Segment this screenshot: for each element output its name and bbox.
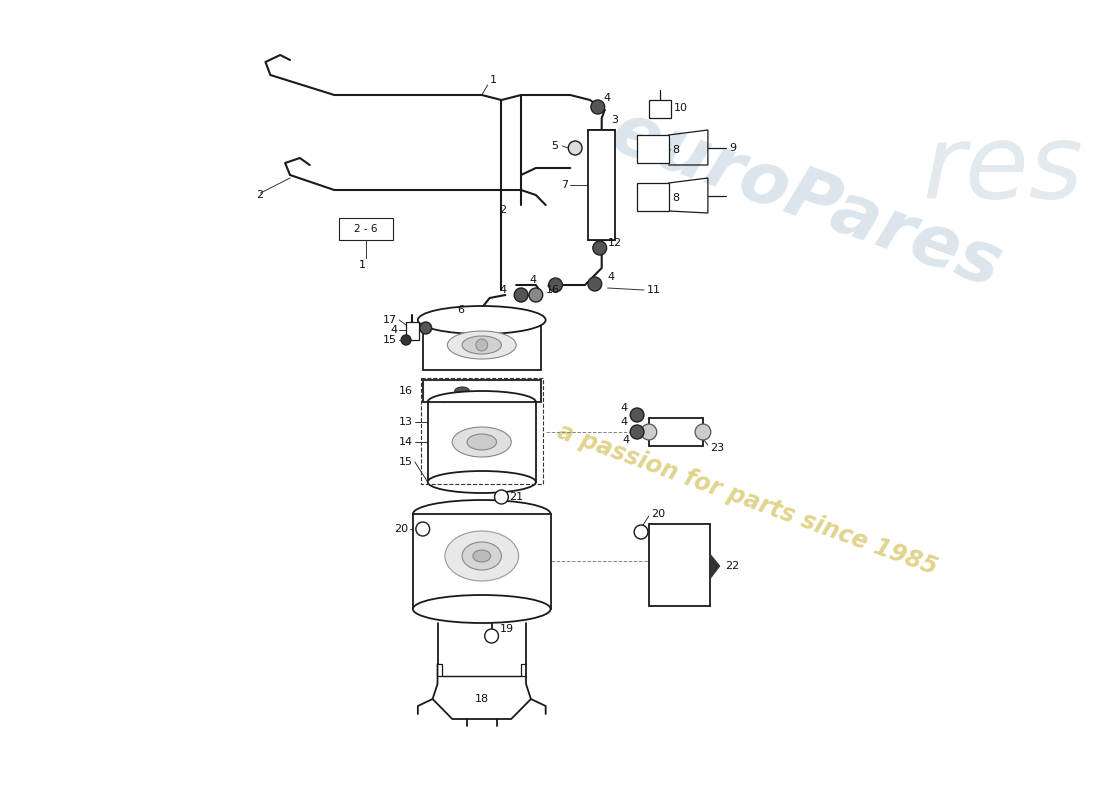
- Ellipse shape: [473, 550, 491, 562]
- Text: 2: 2: [499, 205, 507, 215]
- Text: 4: 4: [607, 272, 615, 282]
- Bar: [428, 402, 536, 482]
- Ellipse shape: [428, 391, 536, 413]
- Circle shape: [593, 241, 606, 255]
- Text: 4: 4: [390, 325, 397, 335]
- Ellipse shape: [462, 336, 502, 354]
- Text: a passion for parts since 1985: a passion for parts since 1985: [554, 420, 940, 580]
- Text: 8: 8: [672, 145, 680, 155]
- Ellipse shape: [454, 387, 470, 395]
- Ellipse shape: [476, 339, 487, 351]
- Ellipse shape: [444, 531, 518, 581]
- Text: 9: 9: [729, 143, 737, 153]
- Bar: [649, 524, 710, 606]
- Circle shape: [495, 490, 508, 504]
- Bar: [649, 100, 671, 118]
- Text: 19: 19: [499, 624, 514, 634]
- Text: 1: 1: [360, 260, 366, 270]
- Circle shape: [549, 278, 562, 292]
- Ellipse shape: [428, 471, 536, 493]
- Text: 3: 3: [612, 115, 618, 125]
- Text: 10: 10: [673, 103, 688, 113]
- Circle shape: [587, 277, 602, 291]
- Text: 15: 15: [399, 457, 412, 467]
- Bar: [649, 418, 703, 446]
- Circle shape: [514, 288, 528, 302]
- Circle shape: [591, 100, 605, 114]
- Ellipse shape: [462, 542, 502, 570]
- Ellipse shape: [448, 331, 516, 359]
- Text: 22: 22: [726, 561, 740, 571]
- Text: 12: 12: [607, 238, 621, 248]
- Text: 4: 4: [604, 93, 611, 103]
- Text: 20: 20: [394, 524, 408, 534]
- Bar: [587, 130, 616, 240]
- Circle shape: [630, 425, 644, 439]
- Ellipse shape: [418, 306, 546, 334]
- Bar: [422, 380, 541, 402]
- Circle shape: [474, 307, 490, 323]
- Text: 11: 11: [647, 285, 661, 295]
- Bar: [637, 135, 669, 163]
- Text: 6: 6: [458, 305, 464, 315]
- Text: 7: 7: [561, 180, 569, 190]
- Bar: [339, 218, 394, 240]
- Circle shape: [485, 629, 498, 643]
- Bar: [406, 322, 419, 340]
- Text: 16: 16: [399, 386, 412, 396]
- Ellipse shape: [468, 434, 496, 450]
- Text: 5: 5: [551, 141, 559, 151]
- Circle shape: [641, 424, 657, 440]
- Text: 4: 4: [620, 403, 627, 413]
- Text: 21: 21: [509, 492, 524, 502]
- Text: 13: 13: [399, 417, 412, 427]
- Circle shape: [402, 335, 411, 345]
- Text: 14: 14: [399, 437, 412, 447]
- Text: euroPares: euroPares: [602, 98, 1011, 302]
- Bar: [412, 514, 551, 609]
- Text: 4: 4: [499, 285, 506, 295]
- Circle shape: [416, 522, 430, 536]
- Text: 4: 4: [529, 275, 536, 285]
- Circle shape: [529, 288, 542, 302]
- Circle shape: [630, 408, 644, 422]
- Bar: [421, 378, 542, 484]
- Text: 16: 16: [546, 285, 560, 295]
- Text: 20: 20: [651, 509, 666, 519]
- Text: 8: 8: [672, 193, 680, 203]
- Ellipse shape: [412, 500, 551, 528]
- Circle shape: [569, 141, 582, 155]
- Text: 4: 4: [620, 417, 627, 427]
- Circle shape: [695, 424, 711, 440]
- Polygon shape: [710, 554, 719, 579]
- Circle shape: [635, 525, 648, 539]
- Text: 15: 15: [383, 335, 397, 345]
- Text: 2 - 6: 2 - 6: [354, 224, 377, 234]
- Bar: [422, 380, 541, 402]
- Text: 23: 23: [710, 443, 724, 453]
- Text: 17: 17: [383, 315, 397, 325]
- Text: 1: 1: [490, 75, 496, 85]
- Text: 2: 2: [255, 190, 263, 200]
- Bar: [422, 320, 541, 370]
- Text: 18: 18: [475, 694, 488, 704]
- Bar: [637, 183, 669, 211]
- Text: 4: 4: [623, 435, 629, 445]
- Ellipse shape: [452, 427, 512, 457]
- Ellipse shape: [412, 595, 551, 623]
- Circle shape: [420, 322, 431, 334]
- Text: res: res: [922, 120, 1084, 220]
